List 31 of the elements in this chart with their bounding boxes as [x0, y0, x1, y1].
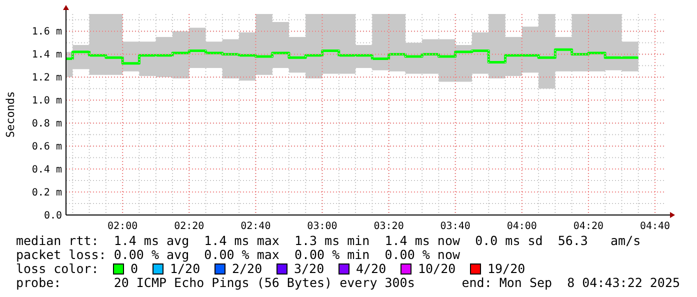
legend-title: loss color:	[16, 261, 99, 276]
legend-label: 10/20	[418, 261, 456, 276]
legend-label: 0	[130, 261, 138, 276]
legend-label: 1/20	[170, 261, 200, 276]
x-tick-label: 02:00	[108, 221, 138, 232]
y-tick-label: 1.4 m	[32, 50, 62, 61]
x-tick-label: 04:00	[506, 221, 537, 232]
x-tick-label: 03:20	[374, 221, 404, 232]
y-tick-label: 0.4 m	[32, 164, 62, 176]
y-tick-label: 1.0 m	[32, 96, 62, 107]
x-tick-label: 04:40	[640, 221, 670, 232]
y-axis-title: Seconds	[4, 91, 17, 138]
y-tick-label: 0.0	[44, 210, 62, 222]
text: median rtt: 1.4 ms avg 1.4 ms max 1.3 ms min 1.4 ms now 0.0 ms sd 56.3 am/s	[16, 233, 641, 248]
x-tick-label: 04:20	[573, 221, 604, 232]
text: end: Mon Sep 8 04:43:22 2025	[462, 275, 680, 290]
text: packet loss: 0.00 % avg 0.00 % max 0.00 % min 0.00 % now	[16, 247, 460, 262]
y-tick-label: 1.2 m	[32, 72, 62, 84]
legend-label: 4/20	[356, 261, 386, 276]
legend-label: 3/20	[294, 261, 324, 276]
x-tick-label: 02:40	[240, 221, 271, 232]
y-tick-label: 0.2 m	[32, 188, 62, 199]
legend-label: 2/20	[232, 261, 262, 276]
x-tick-label: 03:40	[440, 221, 470, 232]
legend-label: 19/20	[488, 261, 526, 276]
y-tick-label: 0.6 m	[32, 142, 62, 153]
text: probe: 20 ICMP Echo Pings (56 Bytes) every 300s	[16, 275, 415, 290]
y-tick-label: 1.6 m	[32, 26, 62, 38]
x-tick-label: 03:00	[307, 221, 338, 232]
y-tick-label: 0.8 m	[32, 118, 62, 130]
x-tick-label: 02:20	[174, 221, 204, 232]
